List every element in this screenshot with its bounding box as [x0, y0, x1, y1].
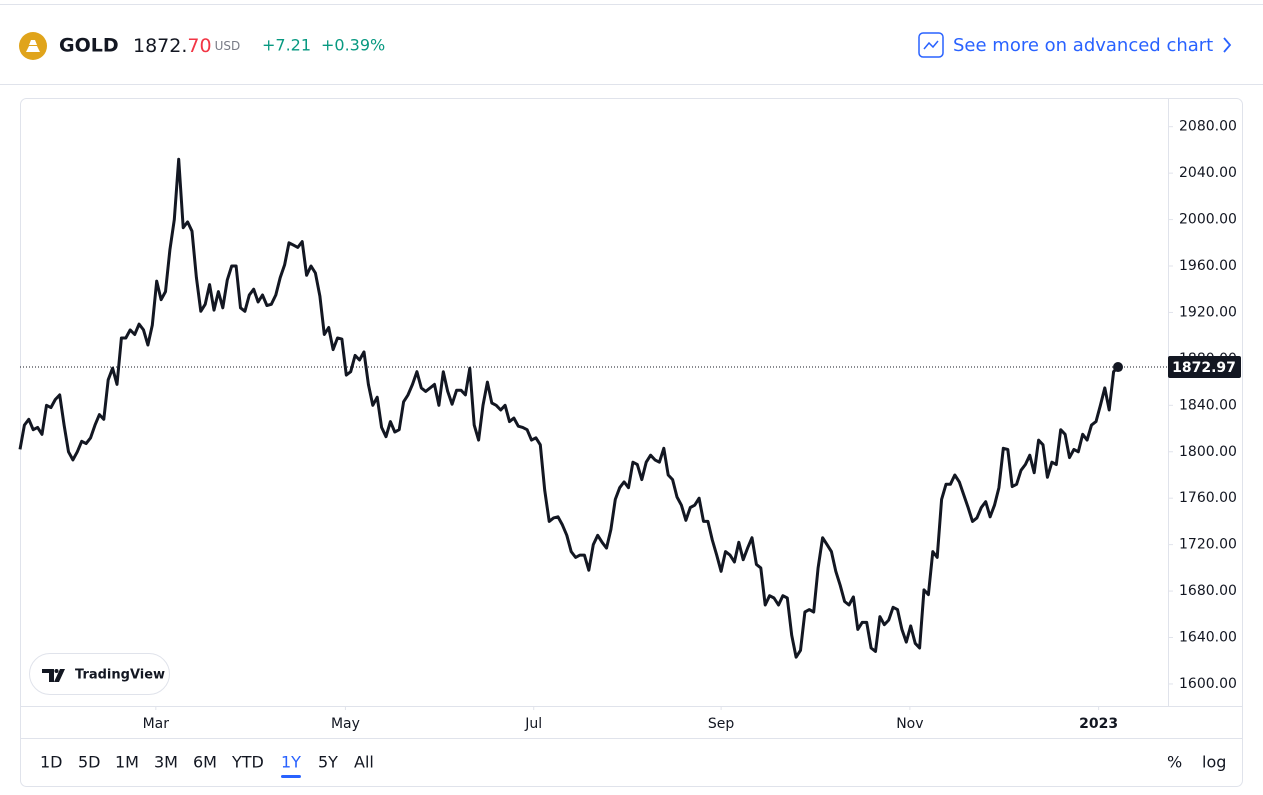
range-button[interactable]: 1M	[115, 753, 139, 772]
y-tick-label: 1600.00	[1179, 676, 1237, 692]
price-fraction: 70	[187, 35, 211, 57]
scale-option[interactable]: log	[1202, 753, 1226, 772]
price-label: 1872.97	[1172, 360, 1236, 376]
y-tick-label: 1960.00	[1179, 258, 1237, 274]
y-tick-label: 1920.00	[1179, 304, 1237, 320]
y-tick-label: 1640.00	[1179, 630, 1237, 646]
y-tick-label: 1680.00	[1179, 583, 1237, 599]
price-line-series	[18, 157, 1120, 659]
currency: USD	[215, 39, 241, 53]
range-button[interactable]: 6M	[193, 753, 217, 772]
range-button[interactable]: YTD	[231, 753, 264, 772]
y-tick-label: 2000.00	[1179, 212, 1237, 228]
y-tick-label: 2040.00	[1179, 165, 1237, 181]
price: 1872.70 USD	[133, 35, 240, 57]
scale-option[interactable]: %	[1167, 753, 1182, 772]
y-tick-label: 1800.00	[1179, 444, 1237, 460]
change: +7.21	[262, 36, 311, 55]
y-tick-label: 1760.00	[1179, 490, 1237, 506]
change-percent: +0.39%	[321, 36, 385, 55]
price-main: 1872.	[133, 35, 187, 57]
x-tick-label: Nov	[896, 716, 923, 732]
y-tick-label: 2080.00	[1179, 119, 1237, 135]
x-tick-label: Mar	[143, 716, 170, 732]
x-tick-label: Sep	[708, 716, 735, 732]
range-button[interactable]: 1D	[40, 753, 63, 772]
price-label-box	[1168, 356, 1241, 379]
range-button[interactable]: All	[354, 753, 374, 772]
range-button[interactable]: 5D	[78, 753, 101, 772]
gold-icon	[19, 32, 47, 60]
symbol: GOLD	[59, 35, 119, 57]
range-underline	[281, 775, 301, 778]
x-tick-label: May	[331, 716, 360, 732]
y-tick-label: 1720.00	[1179, 537, 1237, 553]
link-text[interactable]: See more on advanced chart	[953, 35, 1213, 56]
last-point	[1113, 362, 1123, 373]
range-button[interactable]: 5Y	[318, 753, 338, 772]
badge-text: TradingView	[75, 668, 165, 683]
x-tick-label: Jul	[524, 716, 542, 732]
x-tick-label: 2023	[1079, 716, 1118, 732]
range-button[interactable]: 1Y	[281, 753, 301, 772]
advanced-chart-link[interactable]: See more on advanced chart	[918, 32, 1232, 58]
y-tick-label: 1840.00	[1179, 397, 1237, 413]
tradingview-badge: TradingView	[29, 653, 170, 695]
range-button[interactable]: 3M	[154, 753, 178, 772]
